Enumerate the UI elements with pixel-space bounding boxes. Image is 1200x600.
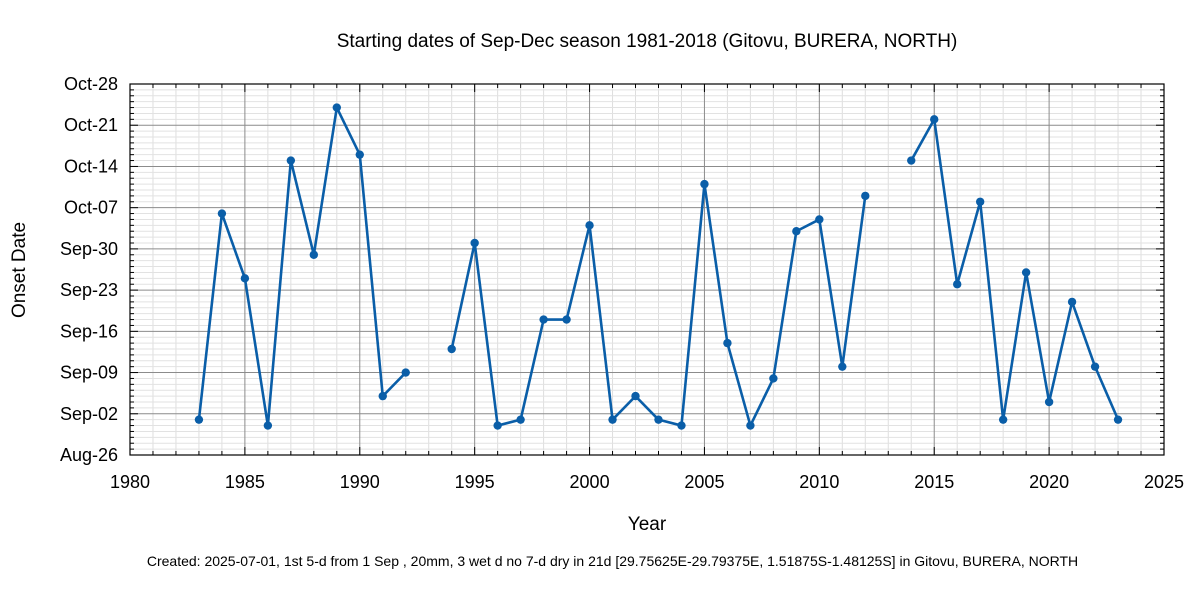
data-point — [470, 238, 479, 248]
data-point — [930, 115, 939, 124]
data-point — [1113, 415, 1123, 424]
plot-frame — [129, 83, 1165, 456]
data-point — [240, 274, 250, 283]
data-point — [539, 315, 548, 324]
data-point — [998, 415, 1008, 424]
y-tick-label: Sep-02 — [60, 404, 118, 424]
data-point — [953, 280, 962, 289]
data-point — [975, 197, 985, 206]
x-tick-labels: 1980 1985 1990 1995 2000 2005 2010 2015 2020 2025 — [110, 472, 1184, 492]
series-segment — [909, 118, 1120, 421]
y-tick-labels: Aug-26 Sep-02 Sep-09 Sep-16 Sep-23 Sep-30 Oct-… — [60, 74, 118, 465]
y-tick-label: Sep-30 — [60, 239, 118, 259]
data-point — [631, 391, 640, 401]
data-point — [677, 421, 686, 430]
data-point — [585, 221, 594, 230]
data-point — [562, 315, 571, 324]
data-point — [1044, 397, 1054, 407]
data-point — [401, 368, 410, 377]
x-tick-label: 1990 — [340, 472, 380, 492]
data-point — [608, 415, 617, 424]
x-tick-label: 2015 — [914, 472, 954, 492]
data-point — [1067, 297, 1077, 307]
data-point — [723, 338, 732, 348]
y-tick-label: Sep-09 — [60, 363, 118, 383]
data-point — [332, 103, 341, 112]
data-point — [1021, 268, 1031, 277]
x-tick-label: 2010 — [799, 472, 839, 492]
data-point — [493, 421, 502, 430]
data-point — [378, 391, 387, 401]
y-tick-label: Sep-23 — [60, 280, 118, 300]
data-point — [286, 156, 296, 165]
data-point — [309, 250, 319, 259]
data-point — [815, 215, 824, 224]
data-point — [861, 191, 870, 201]
x-tick-label: 1995 — [455, 472, 495, 492]
data-point — [447, 344, 456, 354]
y-tick-label: Aug-26 — [60, 445, 118, 465]
data-point — [700, 179, 709, 189]
y-tick-label: Oct-28 — [64, 74, 118, 94]
y-tick-label: Sep-16 — [60, 321, 118, 341]
y-tick-label: Oct-07 — [64, 198, 118, 218]
data-point — [217, 209, 227, 218]
plot-border — [129, 83, 1165, 456]
data-point — [1090, 362, 1100, 371]
major-gridlines — [130, 84, 1164, 455]
data-point — [769, 374, 778, 383]
x-tick-label: 2025 — [1144, 472, 1184, 492]
x-tick-label: 2000 — [570, 472, 610, 492]
footer-note: Created: 2025-07-01, 1st 5-d from 1 Sep … — [146, 553, 1079, 569]
axis-ticks — [129, 83, 1165, 456]
x-axis-label: Year — [627, 514, 667, 535]
data-point — [838, 362, 847, 371]
minor-gridlines — [130, 84, 1164, 455]
data-point — [654, 415, 663, 424]
x-tick-label: 1985 — [225, 472, 265, 492]
series-segment — [197, 106, 408, 427]
data-point — [194, 415, 204, 424]
data-point — [355, 150, 364, 159]
data-point — [516, 415, 525, 424]
data-point — [263, 421, 273, 430]
data-point — [792, 227, 801, 236]
x-tick-label: 2005 — [684, 472, 724, 492]
x-tick-label: 1980 — [110, 472, 150, 492]
data-point — [907, 156, 916, 165]
series-points — [194, 103, 1123, 430]
x-tick-label: 2020 — [1029, 472, 1069, 492]
chart-title: Starting dates of Sep-Dec season 1981-20… — [336, 31, 958, 52]
data-point — [746, 421, 755, 430]
y-tick-label: Oct-21 — [64, 115, 118, 135]
y-tick-label: Oct-14 — [64, 156, 118, 176]
